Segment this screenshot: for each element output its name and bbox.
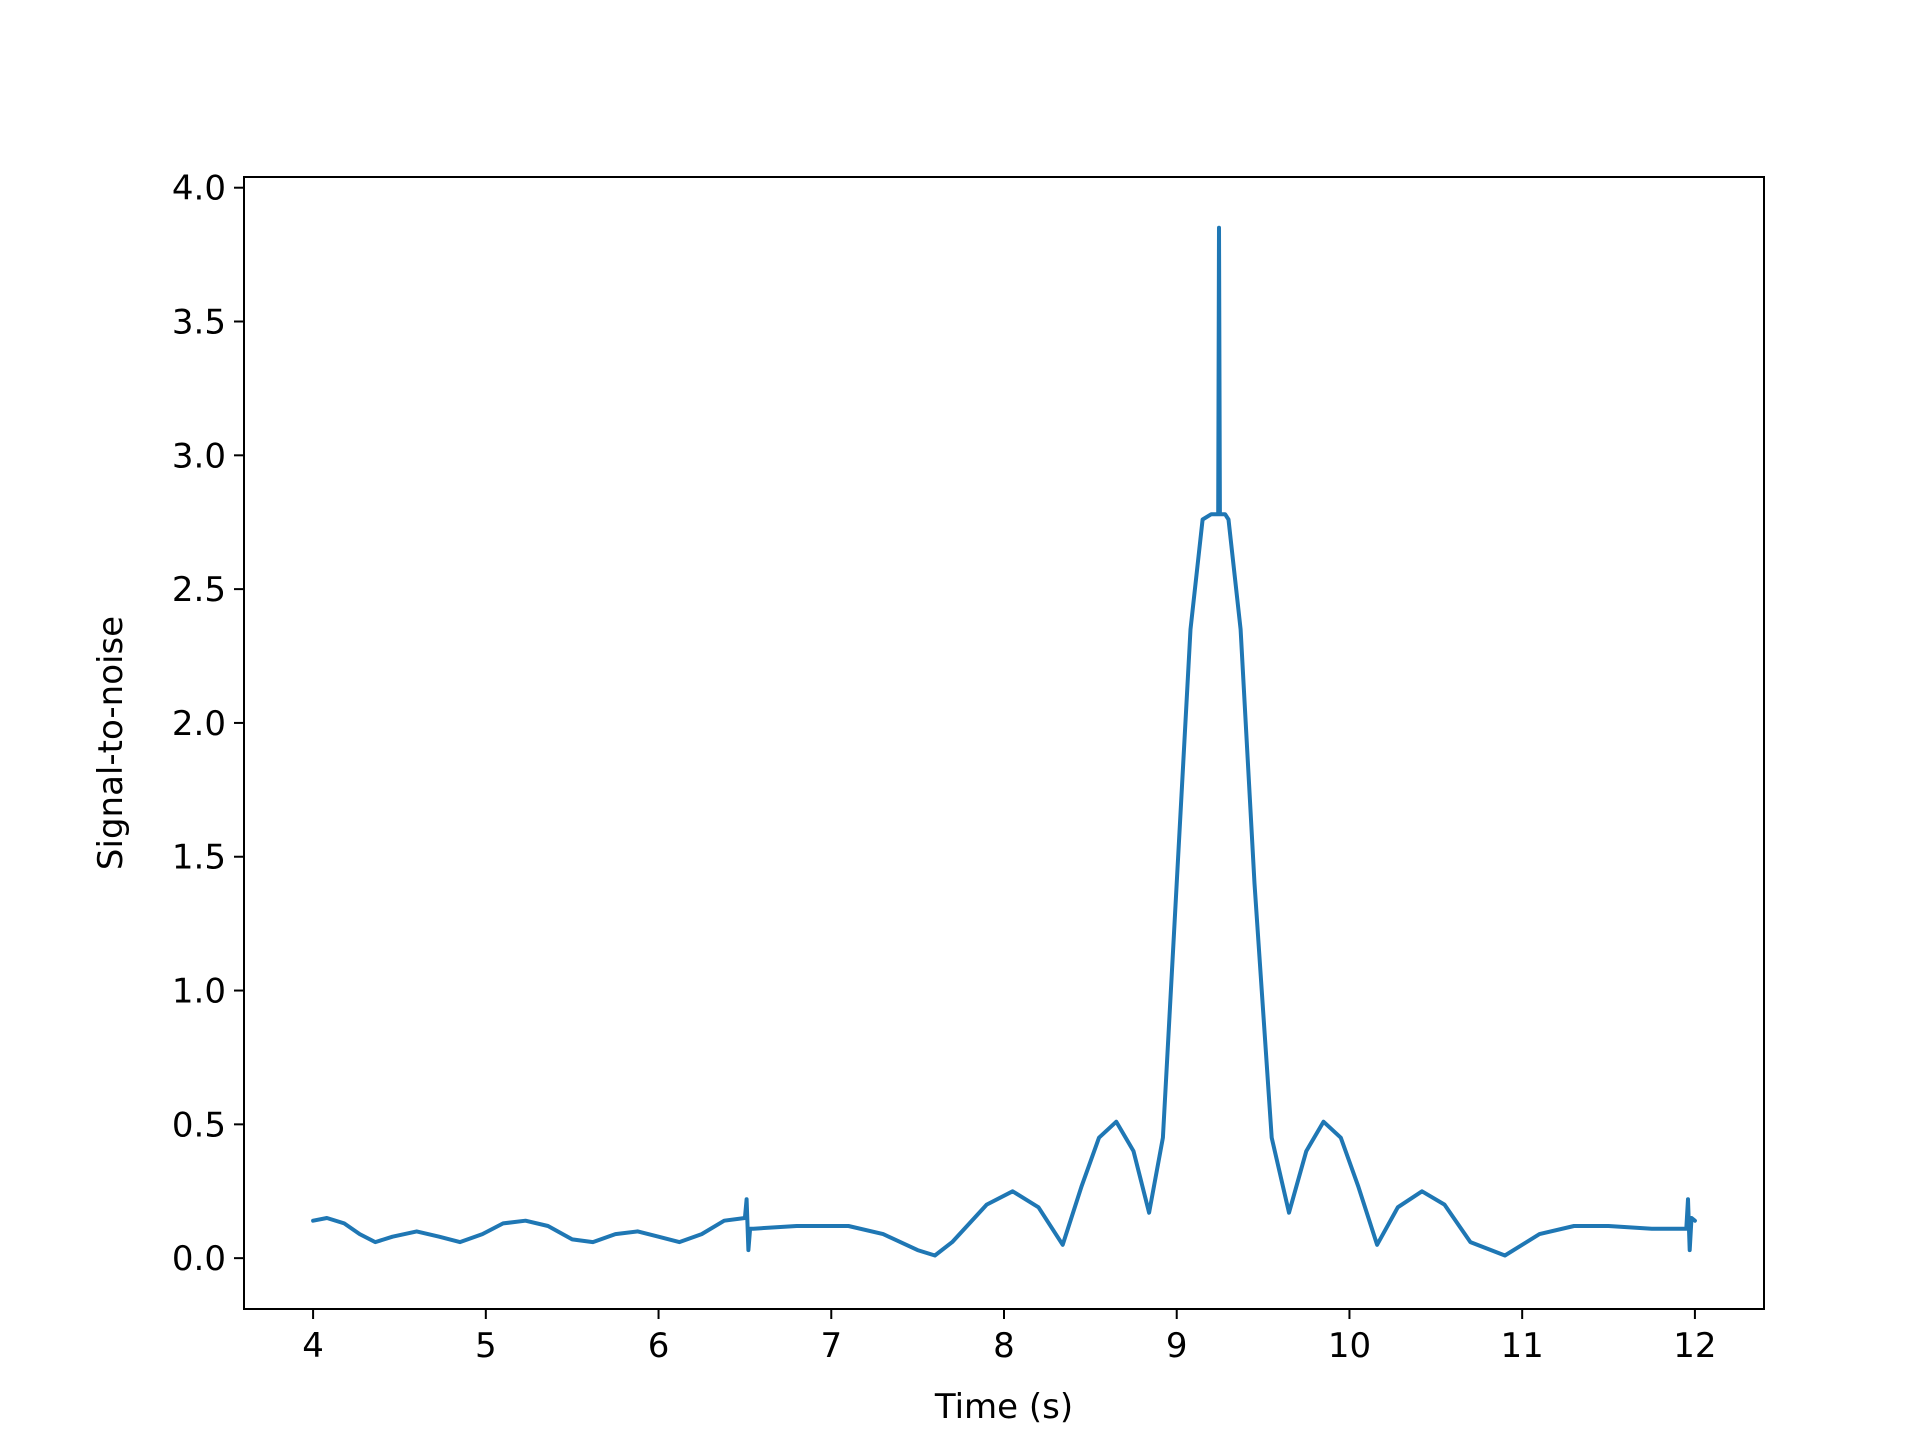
y-tick-label: 0.0 — [172, 1239, 226, 1279]
x-axis-label: Time (s) — [934, 1387, 1073, 1427]
x-tick-label: 12 — [1673, 1326, 1716, 1366]
series-line — [311, 225, 1697, 1258]
x-tick-label: 6 — [648, 1326, 670, 1366]
x-tick-label: 8 — [993, 1326, 1015, 1366]
x-tick-label: 7 — [820, 1326, 842, 1366]
plot-frame — [243, 176, 1765, 1310]
x-tick-label: 5 — [475, 1326, 497, 1366]
y-tick-label: 1.0 — [172, 972, 226, 1012]
y-tick-label: 1.5 — [172, 838, 226, 878]
x-axis-ticks: 4 5 6 7 8 9 10 11 12 — [302, 1309, 1717, 1366]
y-tick-label: 3.0 — [172, 436, 226, 476]
x-tick-label: 10 — [1328, 1326, 1371, 1366]
y-tick-label: 0.5 — [172, 1105, 226, 1145]
x-tick-label: 4 — [302, 1326, 324, 1366]
y-tick-label: 3.5 — [172, 303, 226, 343]
x-tick-label: 11 — [1501, 1326, 1544, 1366]
y-tick-label: 4.0 — [172, 169, 226, 209]
y-axis-ticks: 0.0 0.5 1.0 1.5 2.0 2.5 3.0 3.5 4.0 — [172, 169, 244, 1279]
plot-content — [311, 225, 1697, 1258]
y-axis-label: Signal-to-noise — [91, 616, 131, 870]
y-tick-label: 2.0 — [172, 704, 226, 744]
x-tick-label: 9 — [1166, 1326, 1188, 1366]
y-tick-label: 2.5 — [172, 570, 226, 610]
